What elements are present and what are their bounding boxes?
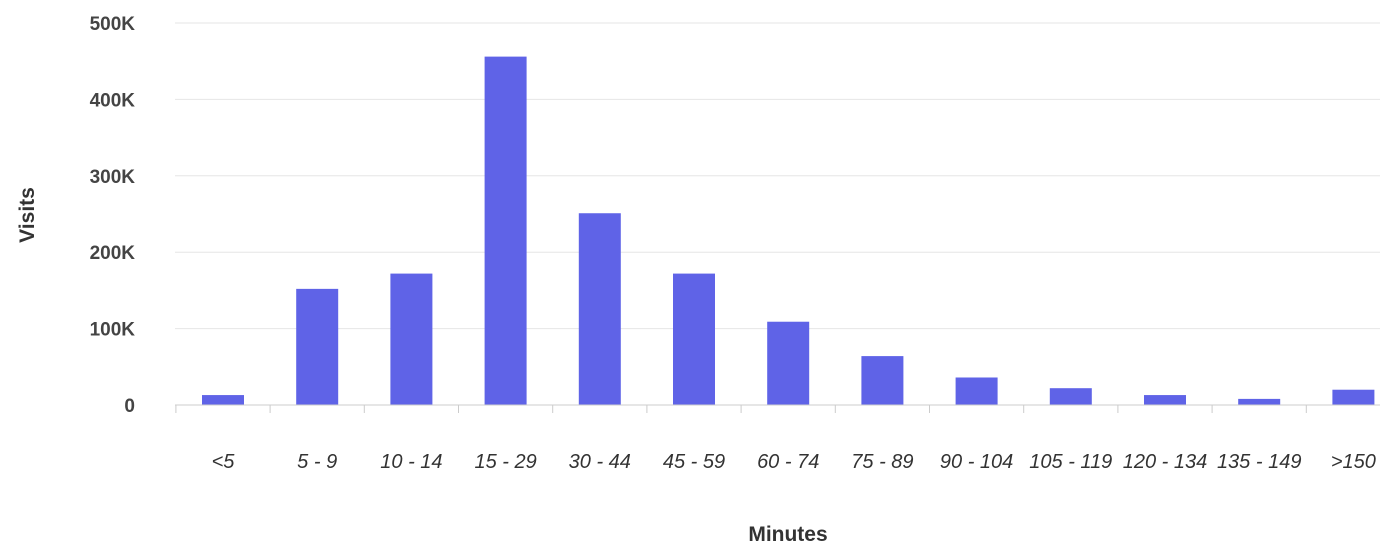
- bar: [1144, 395, 1186, 405]
- y-tick-label: 500K: [90, 14, 136, 35]
- x-tick-label: 10 - 14: [380, 451, 442, 473]
- x-tick-label: 60 - 74: [757, 451, 819, 473]
- y-tick-label: 100K: [90, 320, 136, 341]
- x-tick-label: 45 - 59: [663, 451, 725, 473]
- x-tick-label: 75 - 89: [851, 451, 913, 473]
- x-tick-label: 30 - 44: [569, 451, 631, 473]
- bar: [1238, 398, 1281, 405]
- bar: [1332, 389, 1375, 405]
- x-tick-label: >150: [1331, 451, 1376, 473]
- y-axis-title: Visits: [16, 187, 39, 243]
- bar: [390, 273, 433, 405]
- x-axis: [175, 404, 1380, 413]
- bar: [861, 356, 904, 405]
- x-axis-title: Minutes: [748, 523, 827, 546]
- bars: [202, 56, 1375, 406]
- bar: [484, 56, 527, 406]
- x-tick-label: 90 - 104: [940, 451, 1013, 473]
- x-tick-label: 105 - 119: [1029, 451, 1112, 473]
- y-tick-label: 300K: [90, 167, 136, 188]
- bar: [578, 213, 621, 405]
- bar: [767, 321, 810, 405]
- bar: [296, 288, 339, 405]
- x-tick-label: 120 - 134: [1123, 451, 1208, 473]
- y-axis-tick-labels: 0 100K 200K 300K 400K 500K: [90, 14, 136, 417]
- x-axis-tick-labels: <5 5 - 9 10 - 14 15 - 29 30 - 44 45 - 59 60 - …: [212, 451, 1376, 473]
- bar: [673, 273, 715, 405]
- x-tick-label: 5 - 9: [297, 451, 337, 473]
- y-tick-label: 400K: [90, 90, 136, 111]
- grid-lines: [175, 22, 1380, 330]
- y-tick-label: 0: [124, 396, 135, 417]
- x-tick-label: 15 - 29: [474, 451, 536, 473]
- x-tick-label: 135 - 149: [1217, 451, 1302, 473]
- bar: [202, 395, 244, 405]
- y-tick-label: 200K: [90, 243, 136, 264]
- bar: [955, 377, 998, 405]
- x-tick-label: <5: [212, 451, 236, 473]
- bar: [1049, 388, 1092, 405]
